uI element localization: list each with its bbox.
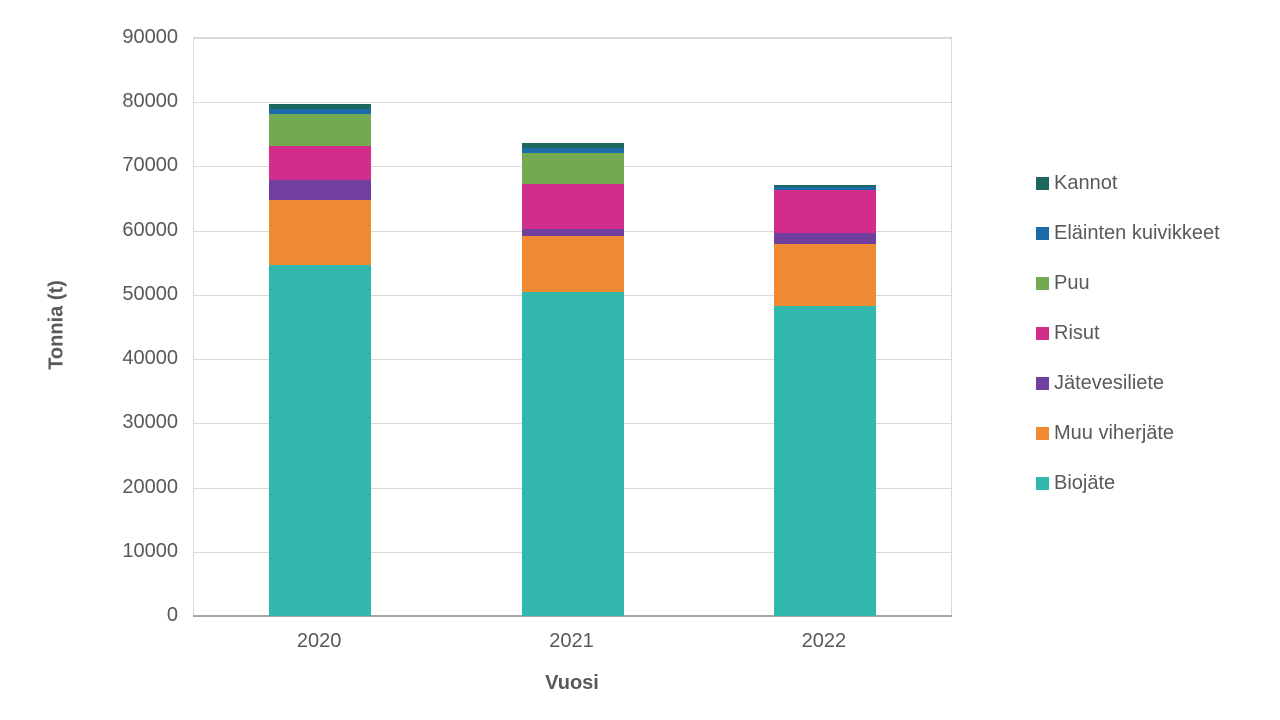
- bar-segment: [521, 291, 624, 616]
- y-tick-label: 90000: [122, 26, 178, 48]
- y-tick-label: 40000: [122, 347, 178, 370]
- y-tick-label: 20000: [122, 475, 178, 498]
- bar-segment: [521, 236, 624, 292]
- x-axis-line: [193, 615, 952, 617]
- legend: Kannot Eläinten kuivikkeet Puu Risut Jäteves…: [1036, 171, 1220, 495]
- bar-segment: [521, 228, 624, 237]
- y-tick-label: 0: [166, 604, 178, 626]
- bar-segment: [269, 179, 372, 200]
- legend-item: Biojäte: [1036, 471, 1220, 495]
- legend-swatch-icon: [1036, 476, 1049, 490]
- legend-swatch-icon: [1036, 226, 1049, 240]
- legend-label: Jätevesiliete: [1054, 371, 1165, 394]
- bar-2021: [521, 143, 624, 616]
- y-tick-label: 10000: [122, 539, 178, 562]
- bar-segment: [773, 185, 876, 188]
- legend-item: Muu viherjäte: [1036, 421, 1220, 445]
- legend-item: Kannot: [1036, 171, 1220, 195]
- legend-item: Risut: [1036, 321, 1220, 345]
- bar-segment: [269, 103, 372, 109]
- y-tick-label: 70000: [122, 154, 178, 177]
- legend-item: Puu: [1036, 271, 1220, 295]
- bar-segment: [521, 184, 624, 229]
- plot-area: [193, 37, 952, 617]
- legend-label: Risut: [1054, 321, 1100, 344]
- gridline: [194, 102, 951, 104]
- y-tick-label: 30000: [122, 411, 178, 434]
- y-tick-label: 50000: [122, 282, 178, 305]
- legend-label: Eläinten kuivikkeet: [1054, 221, 1220, 244]
- gridline: [194, 38, 951, 39]
- legend-label: Kannot: [1054, 171, 1118, 194]
- bar-segment: [521, 152, 624, 185]
- bar-segment: [269, 145, 372, 180]
- bar-2020: [269, 103, 372, 616]
- legend-swatch-icon: [1036, 376, 1049, 390]
- legend-label: Muu viherjäte: [1054, 421, 1175, 444]
- bar-segment: [269, 108, 372, 114]
- legend-item: Jätevesiliete: [1036, 371, 1220, 395]
- legend-swatch-icon: [1036, 326, 1049, 340]
- bar-segment: [773, 244, 876, 306]
- bar-segment: [269, 113, 372, 146]
- bar-2022: [773, 185, 876, 616]
- bar-segment: [521, 147, 624, 153]
- bar-segment: [269, 199, 372, 266]
- legend-label: Puu: [1054, 271, 1090, 294]
- legend-label: Biojäte: [1054, 471, 1116, 494]
- x-tick-label: 2021: [549, 630, 594, 652]
- y-tick-label: 80000: [122, 90, 178, 113]
- legend-item: Eläinten kuivikkeet: [1036, 221, 1220, 245]
- bar-segment: [773, 232, 876, 245]
- y-tick-label: 60000: [122, 218, 178, 241]
- bar-segment: [773, 190, 876, 233]
- x-axis-title: Vuosi: [545, 672, 599, 694]
- bar-segment: [773, 187, 876, 191]
- bar-segment: [773, 305, 876, 616]
- legend-swatch-icon: [1036, 276, 1049, 290]
- x-tick-label: 2022: [801, 630, 847, 652]
- y-axis-title: Tonnia (t): [45, 280, 68, 370]
- legend-swatch-icon: [1036, 176, 1049, 190]
- bar-segment: [521, 143, 624, 148]
- legend-swatch-icon: [1036, 426, 1049, 440]
- x-tick-label: 2020: [296, 630, 342, 652]
- bar-segment: [269, 265, 372, 616]
